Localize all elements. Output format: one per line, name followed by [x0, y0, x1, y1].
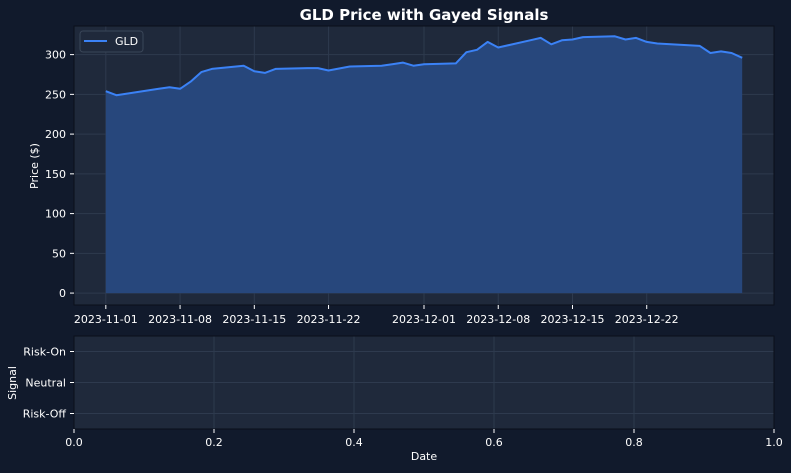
gld-area-fill [105, 36, 743, 294]
price-y-tick-label: 250 [45, 88, 66, 101]
price-x-ticks: 2023-11-01 2023-11-08 2023-11-15 2023-11-22… [74, 305, 679, 326]
price-x-tick-label: 2023-12-01 [392, 313, 456, 326]
price-x-tick-label: 2023-11-08 [148, 313, 212, 326]
price-x-tick-label: 2023-12-15 [541, 313, 605, 326]
price-y-axis-label: Price ($) [28, 143, 41, 189]
signal-y-axis-label: Signal [6, 366, 19, 400]
signal-x-tick-label: 0.0 [65, 436, 83, 449]
legend: GLD [79, 30, 144, 53]
signal-x-tick-label: 0.6 [485, 436, 503, 449]
signal-x-ticks: 0.0 0.2 0.4 0.6 0.8 1.0 [65, 429, 783, 449]
signal-y-ticks: Risk-On Neutral Risk-Off [23, 346, 74, 421]
price-x-tick-label: 2023-12-22 [615, 313, 679, 326]
price-x-tick-label: 2023-11-22 [297, 313, 361, 326]
price-y-tick-label: 300 [45, 49, 66, 62]
price-x-tick-label: 2023-11-01 [74, 313, 138, 326]
signal-x-tick-label: 1.0 [765, 436, 783, 449]
signal-y-tick-label: Neutral [25, 377, 66, 390]
price-x-tick-label: 2023-11-15 [222, 313, 286, 326]
price-y-tick-label: 200 [45, 128, 66, 141]
legend-box [79, 30, 144, 53]
signal-x-axis-label: Date [411, 450, 438, 463]
price-y-tick-label: 50 [52, 247, 66, 260]
price-y-ticks: 0 50 100 150 200 250 300 [45, 49, 74, 300]
price-y-tick-label: 0 [59, 287, 66, 300]
legend-gld-label: GLD [115, 35, 138, 48]
gld-price-line [105, 35, 743, 97]
price-y-tick-label: 100 [45, 208, 66, 221]
signal-y-tick-label: Risk-Off [23, 408, 67, 421]
signal-x-tick-label: 0.4 [345, 436, 363, 449]
signal-x-tick-label: 0.2 [205, 436, 223, 449]
signal-y-tick-label: Risk-On [23, 346, 66, 359]
chart-title: GLD Price with Gayed Signals [300, 6, 549, 24]
signal-x-tick-label: 0.8 [625, 436, 643, 449]
price-x-tick-label: 2023-12-08 [466, 313, 530, 326]
price-y-tick-label: 150 [45, 168, 66, 181]
